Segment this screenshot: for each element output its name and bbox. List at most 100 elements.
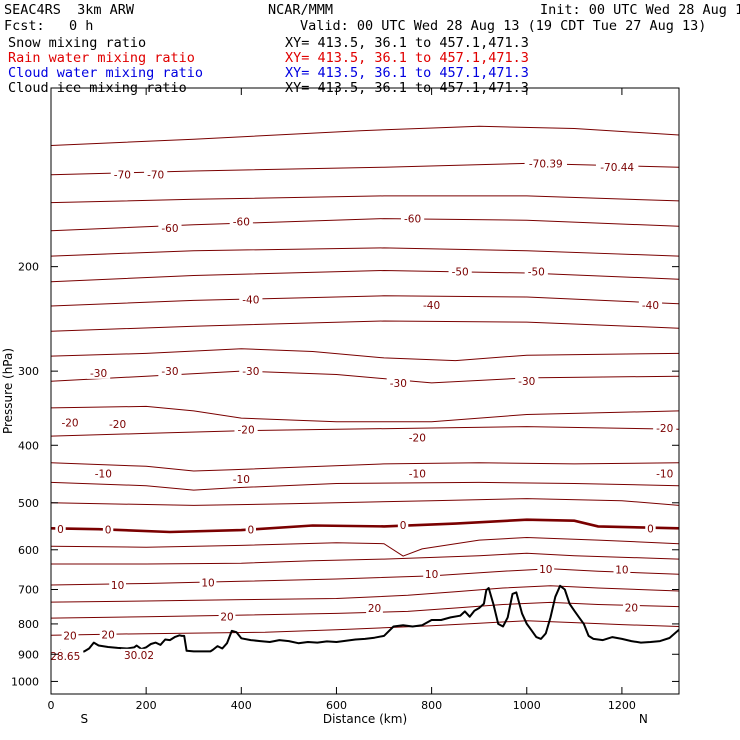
contour-label-bg-5 — [229, 215, 253, 228]
x-tick-label-3: 600 — [326, 699, 347, 712]
isotherm-layer — [51, 125, 679, 636]
isotherm-line-12 — [51, 462, 679, 472]
contour-label-bg-41 — [47, 649, 84, 662]
contour-label-41: 28.65 — [50, 651, 80, 663]
isotherm-line-19 — [51, 585, 679, 603]
contour-label-32: 10 — [201, 577, 214, 589]
field-rain-xy: XY= 413.5, 36.1 to 457.1,471.3 — [285, 50, 529, 66]
contour-label-bg-24 — [405, 467, 429, 480]
y-tick-label-1: 300 — [18, 365, 39, 378]
contour-label-bg-27 — [102, 523, 114, 536]
contour-label-bg-13 — [158, 365, 182, 378]
isotherm-line-3 — [51, 218, 679, 232]
contour-label-7: -50 — [452, 267, 469, 279]
contour-label-bg-0 — [110, 168, 134, 181]
contour-label-bg-31 — [109, 579, 127, 592]
contour-label-bg-30 — [645, 522, 656, 535]
contour-label-bg-26 — [55, 522, 66, 535]
contour-label-6: -60 — [404, 214, 421, 226]
axis-layer: 0 200 400 600 800 1000 12002003004005006007008… — [11, 88, 679, 712]
isotherm-line-2 — [51, 195, 679, 204]
contour-label-bg-1 — [144, 168, 168, 181]
isotherm-line-8 — [51, 348, 679, 362]
contour-label-22: -10 — [95, 468, 112, 480]
contour-label-bg-32 — [199, 576, 217, 589]
contour-label-39: 20 — [63, 630, 76, 642]
field-snow-xy: XY= 413.5, 36.1 to 457.1,471.3 — [285, 35, 529, 51]
contour-label-11: -40 — [642, 300, 659, 312]
model-title: SEAC4RS 3km ARW — [4, 2, 135, 18]
x-tick-label-1: 200 — [136, 699, 157, 712]
isotherm-line-20 — [51, 601, 679, 619]
contour-label-2: -70.39 — [529, 158, 563, 170]
contour-label-bg-6 — [400, 212, 425, 225]
contour-label-bg-18 — [106, 417, 130, 430]
contour-label-bg-37 — [366, 601, 383, 614]
contour-label-bg-9 — [239, 293, 263, 306]
y-tick-label-6: 800 — [18, 618, 39, 631]
contour-label-40: 20 — [101, 630, 114, 642]
contour-label-bg-11 — [638, 298, 663, 311]
isotherm-line-17 — [51, 552, 679, 565]
contour-label-bg-40 — [99, 628, 117, 641]
contour-label-bg-7 — [448, 265, 472, 278]
contour-label-bg-19 — [234, 423, 258, 436]
y-tick-label-5: 700 — [18, 584, 39, 597]
contour-label-bg-42 — [121, 648, 158, 661]
contour-label-0: -70 — [114, 170, 131, 182]
isotherm-line-15 — [51, 518, 679, 534]
x-axis-title: Distance (km) — [323, 712, 407, 726]
isotherm-line-11 — [51, 426, 679, 437]
contour-label-28: 0 — [247, 525, 254, 537]
contour-label-36: 20 — [220, 612, 233, 624]
org-title: NCAR/MMM — [268, 2, 334, 18]
terrain-profile-line — [51, 584, 679, 656]
contour-label-5: -60 — [233, 217, 250, 229]
contour-label-42: 30.02 — [124, 650, 154, 662]
y-axis-title: Pressure (hPa) — [1, 348, 15, 434]
isotherm-line-13 — [51, 481, 679, 491]
field-cloudwater-xy: XY= 413.5, 36.1 to 457.1,471.3 — [285, 65, 529, 81]
contour-label-31: 10 — [111, 580, 124, 592]
contour-label-33: 10 — [425, 569, 438, 581]
contour-label-bg-21 — [653, 421, 677, 434]
contour-label-4: -60 — [161, 223, 178, 235]
isotherm-line-14 — [51, 498, 679, 506]
forecast-hour: Fcst: 0 h — [4, 18, 94, 34]
y-tick-label-7: 900 — [18, 648, 39, 661]
isotherm-line-0 — [51, 125, 679, 146]
field-cloudice-label: Cloud ice mixing ratio — [8, 80, 187, 96]
contour-label-bg-28 — [245, 523, 257, 536]
plot-frame — [50, 87, 680, 695]
isotherm-line-16 — [51, 536, 679, 557]
contour-label-29: 0 — [400, 520, 407, 532]
x-tick-label-4: 800 — [421, 699, 442, 712]
isotherm-line-4 — [51, 247, 679, 257]
contour-label-27: 0 — [105, 525, 112, 537]
contour-label-24: -10 — [409, 468, 426, 480]
init-time: Init: 00 UTC Wed 28 Aug 13 — [540, 2, 740, 18]
y-tick-label-2: 400 — [18, 439, 39, 452]
y-tick-label-8: 1000 — [11, 675, 39, 688]
contour-label-37: 20 — [368, 603, 381, 615]
terrain-layer — [51, 584, 679, 656]
field-cloudwater-label: Cloud water mixing ratio — [8, 65, 204, 81]
x-tick-label-0: 0 — [48, 699, 55, 712]
endpoint-north-label: N — [639, 712, 648, 726]
contour-label-21: -20 — [656, 423, 673, 435]
contour-label-bg-4 — [158, 221, 182, 234]
y-tick-label-3: 500 — [18, 497, 39, 510]
field-snow-label: Snow mixing ratio — [8, 35, 147, 51]
x-tick-label-5: 1000 — [513, 699, 541, 712]
contour-label-18: -20 — [109, 419, 126, 431]
isotherm-line-10 — [51, 405, 679, 423]
isotherm-line-7 — [51, 320, 679, 332]
contour-label-25: -10 — [656, 468, 673, 480]
contour-label-19: -20 — [237, 424, 254, 436]
contour-label-12: -30 — [90, 368, 107, 380]
contour-label-bg-20 — [405, 431, 429, 444]
contour-label-bg-34 — [537, 562, 555, 575]
contour-label-bg-14 — [239, 365, 263, 378]
contour-label-15: -30 — [390, 378, 407, 390]
